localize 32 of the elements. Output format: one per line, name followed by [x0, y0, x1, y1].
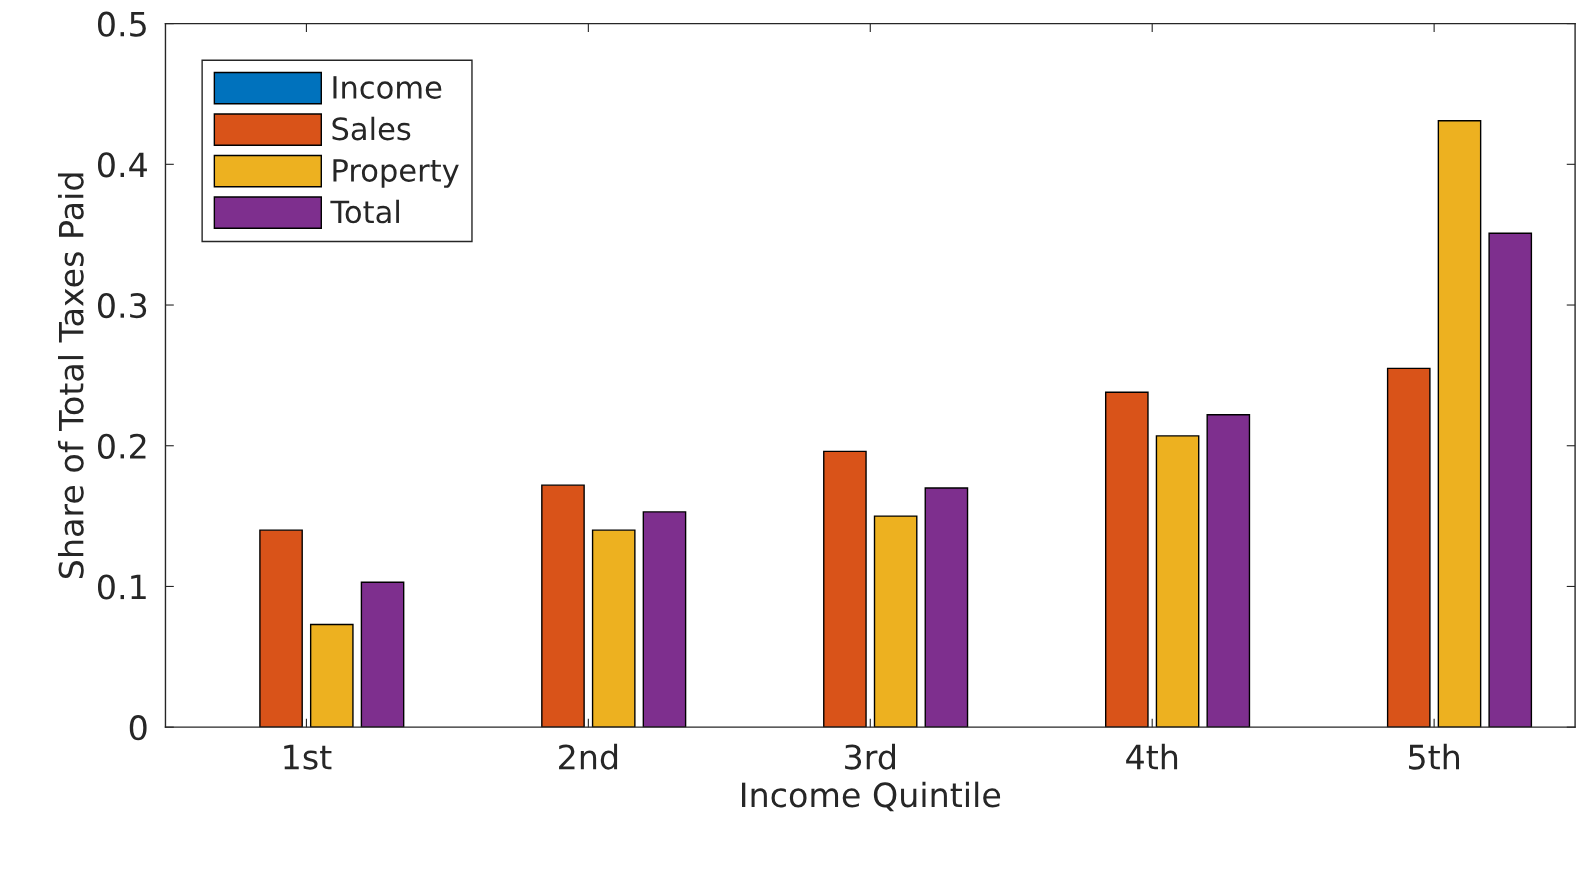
x-tick-label: 3rd — [845, 743, 895, 770]
y-tick-label: 0 — [129, 715, 147, 741]
bar — [1104, 391, 1149, 728]
y-tick-label: 0.3 — [97, 292, 147, 319]
bar — [259, 529, 303, 728]
bar — [873, 515, 918, 728]
bar — [1155, 435, 1200, 728]
x-tick-label: 2nd — [559, 743, 618, 770]
bar — [823, 450, 867, 728]
x-axis-title: Income Quintile — [742, 781, 1001, 812]
bar — [591, 529, 636, 728]
y-tick-label: 0.2 — [97, 433, 146, 459]
bar — [1386, 367, 1431, 728]
y-tick-label: 0.5 — [97, 11, 146, 37]
legend-label: Property — [333, 159, 459, 188]
legend-label: Total — [330, 199, 399, 224]
bar — [642, 511, 687, 728]
bar — [1488, 232, 1533, 728]
x-tick-label: 1st — [284, 744, 332, 770]
y-tick-label: 0.4 — [97, 152, 147, 178]
legend-label: Income — [333, 76, 442, 99]
y-tick-label: 0.1 — [97, 574, 146, 600]
x-tick-label: 5th — [1409, 743, 1459, 770]
bar — [360, 581, 405, 728]
x-tick-label: 4th — [1126, 743, 1178, 770]
bar — [1437, 119, 1482, 728]
y-axis-title: Share of Total Taxes Paid — [57, 173, 84, 579]
bar — [924, 487, 969, 728]
legend-label: Sales — [332, 116, 411, 141]
bar — [309, 623, 354, 728]
bar — [541, 484, 585, 728]
bar — [1206, 414, 1251, 728]
